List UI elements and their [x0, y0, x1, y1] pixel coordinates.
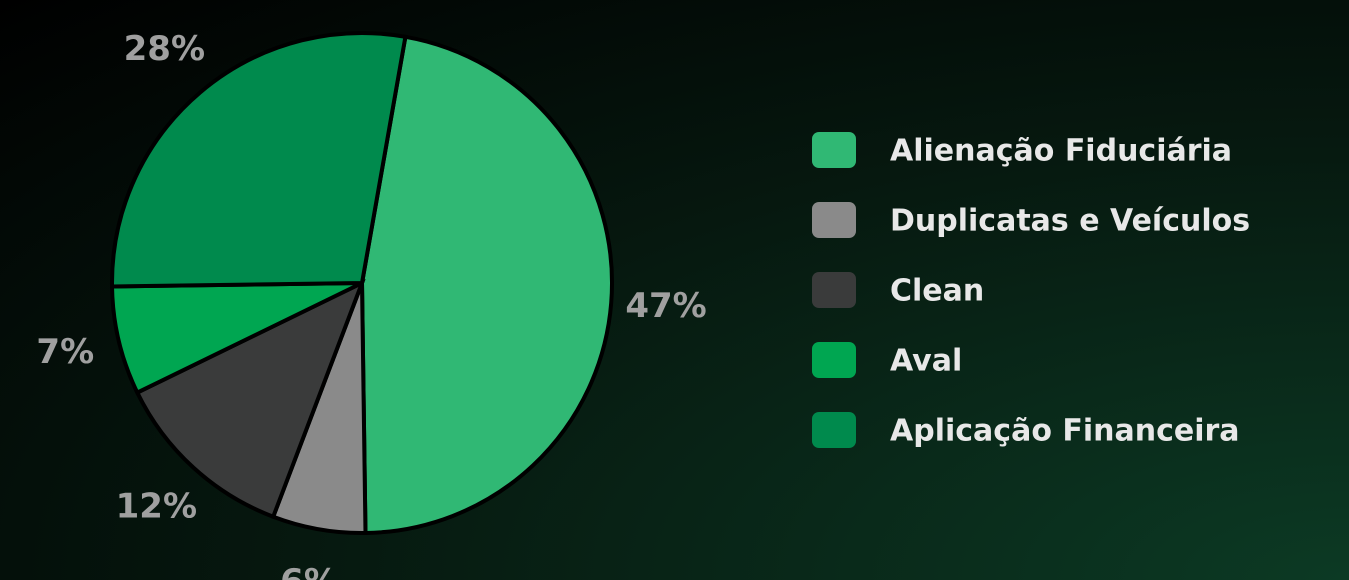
- legend-swatch: [812, 132, 856, 168]
- pie-slice: [109, 281, 363, 396]
- slice-label: 28%: [124, 29, 205, 69]
- slice-label: 47%: [625, 286, 706, 326]
- legend-label: Duplicatas e Veículos: [890, 204, 1250, 239]
- slice-label: 6%: [280, 562, 338, 580]
- pie-slice: [134, 278, 366, 520]
- slice-label: 12%: [116, 487, 197, 527]
- slice-label: 7%: [36, 332, 94, 372]
- legend-swatch: [812, 412, 856, 448]
- legend-label: Alienação Fiduciária: [890, 134, 1232, 169]
- legend-swatch: [812, 342, 856, 378]
- pie-slice: [110, 31, 408, 289]
- legend-label: Aval: [890, 344, 962, 379]
- legend-swatch: [812, 202, 856, 238]
- pie-slice: [359, 34, 615, 536]
- legend-swatch: [812, 272, 856, 308]
- legend-label: Clean: [890, 274, 984, 309]
- legend-label: Aplicação Financeira: [890, 414, 1240, 449]
